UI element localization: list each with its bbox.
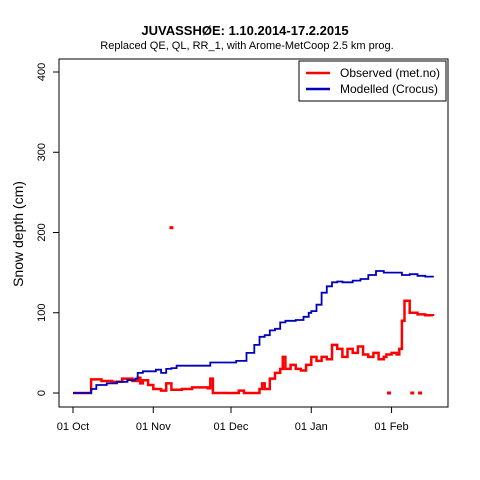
series-line-observed <box>73 299 435 395</box>
chart-title: JUVASSHØE: 1.10.2014-17.2.2015 <box>141 23 348 38</box>
y-tick-label: 300 <box>36 143 48 161</box>
y-tick-label: 100 <box>36 304 48 322</box>
y-tick-label: 0 <box>36 390 48 396</box>
x-tick-label: 01 Dec <box>214 421 249 433</box>
legend: Observed (met.no) Modelled (Crocus) <box>298 60 447 102</box>
observed-point <box>386 391 391 395</box>
observed-point <box>418 391 423 395</box>
observed-point <box>410 391 415 395</box>
legend-label-modelled: Modelled (Crocus) <box>340 82 438 96</box>
y-axis-label: Snow depth (cm) <box>10 181 26 287</box>
x-tick-label: 01 Nov <box>136 421 171 433</box>
x-tick-label: 01 Jan <box>295 421 328 433</box>
legend-box <box>298 60 447 102</box>
y-tick-label: 200 <box>36 223 48 241</box>
x-tick-label: 01 Feb <box>374 421 408 433</box>
chart-subtitle: Replaced QE, QL, RR_1, with Arome-MetCoo… <box>100 40 393 52</box>
observed-point <box>169 226 174 230</box>
series-line-modelled <box>73 270 434 394</box>
y-tick-label: 400 <box>36 63 48 81</box>
series-layer <box>73 226 435 395</box>
legend-label-observed: Observed (met.no) <box>340 66 440 80</box>
y-axis: 0 100 200 300 400 <box>36 63 59 396</box>
x-tick-label: 01 Oct <box>57 421 89 433</box>
x-axis: 01 Oct 01 Nov 01 Dec 01 Jan 01 Feb <box>57 407 409 433</box>
